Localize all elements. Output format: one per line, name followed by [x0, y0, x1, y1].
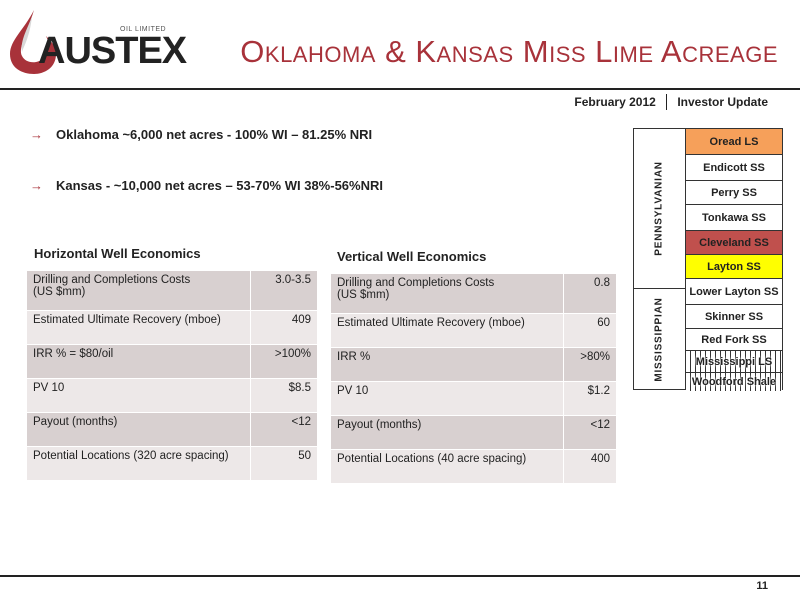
table-cell-label: IRR % = $80/oil — [26, 344, 251, 379]
oil-drop-logo-icon — [10, 10, 56, 74]
arrow-right-icon: → — [30, 127, 43, 142]
strat-layer: Perry SS — [686, 181, 782, 205]
footer-rule — [0, 575, 800, 577]
strat-layer: Tonkawa SS — [686, 205, 782, 231]
table-cell-value: 0.8 — [563, 273, 617, 314]
strat-layer: Cleveland SS — [686, 231, 782, 255]
bullet-text: Kansas - ~10,000 net acres – 53-70% WI 3… — [56, 178, 383, 193]
strat-layer: Layton SS — [686, 255, 782, 279]
bullet-text: Oklahoma ~6,000 net acres - 100% WI – 81… — [56, 127, 373, 142]
table-cell-label: Drilling and Completions Costs (US $mm) — [330, 273, 564, 314]
table-row: Drilling and Completions Costs (US $mm) 0… — [330, 273, 617, 314]
strat-layer: Woodford Shale — [686, 373, 782, 391]
table-cell-label: Estimated Ultimate Recovery (mboe) — [26, 310, 251, 345]
page-number: 11 — [756, 580, 768, 592]
strat-layer: Red Fork SS — [686, 329, 782, 351]
stratigraphic-column: PENNSYLVANIAN MISSISSIPPIAN Oread LS Endi… — [633, 128, 783, 391]
header-rule — [0, 88, 800, 90]
austex-logo: OIL LIMITED AUSTEX — [4, 6, 194, 76]
vertical-economics-table: Drilling and Completions Costs (US $mm) 0… — [330, 273, 617, 484]
table-row: Potential Locations (320 acre spacing) 5… — [26, 446, 318, 481]
table-cell-value: $1.2 — [563, 381, 617, 416]
strat-layer: Skinner SS — [686, 305, 782, 329]
bullet-oklahoma: → Oklahoma ~6,000 net acres - 100% WI – … — [30, 127, 372, 142]
horizontal-economics-table: Drilling and Completions Costs (US $mm) 3… — [26, 270, 318, 481]
table-row: PV 10 $8.5 — [26, 378, 318, 413]
table-row: IRR % = $80/oil >100% — [26, 344, 318, 379]
table-cell-value: 3.0-3.5 — [250, 270, 318, 311]
strat-layer: Endicott SS — [686, 155, 782, 181]
arrow-right-icon: → — [30, 178, 43, 193]
page-title: Oklahoma & Kansas Miss Lime Acreage — [240, 34, 778, 69]
table-row: Payout (months) <12 — [330, 415, 617, 450]
vertical-table-title: Vertical Well Economics — [337, 249, 487, 264]
table-cell-label: Potential Locations (320 acre spacing) — [26, 446, 251, 481]
table-cell-label: Potential Locations (40 acre spacing) — [330, 449, 564, 484]
table-cell-label: Estimated Ultimate Recovery (mboe) — [330, 313, 564, 348]
table-cell-value: 409 — [250, 310, 318, 345]
table-cell-value: 60 — [563, 313, 617, 348]
era-pennsylvanian: PENNSYLVANIAN — [634, 129, 686, 289]
table-row: Estimated Ultimate Recovery (mboe) 60 — [330, 313, 617, 348]
table-row: Payout (months) <12 — [26, 412, 318, 447]
logo-tagline: OIL LIMITED — [120, 26, 167, 33]
table-cell-label: PV 10 — [26, 378, 251, 413]
table-cell-label: Drilling and Completions Costs (US $mm) — [26, 270, 251, 311]
table-cell-label: PV 10 — [330, 381, 564, 416]
table-cell-value: <12 — [563, 415, 617, 450]
table-row: Drilling and Completions Costs (US $mm) 3… — [26, 270, 318, 311]
strat-layer: Mississippi LS — [686, 351, 782, 373]
table-cell-label: Payout (months) — [330, 415, 564, 450]
table-cell-label: IRR % — [330, 347, 564, 382]
subheader: February 2012 Investor Update — [574, 94, 768, 110]
logo-wordmark: AUSTEX — [38, 30, 187, 72]
table-cell-value: >100% — [250, 344, 318, 379]
table-cell-label: Payout (months) — [26, 412, 251, 447]
table-row: Estimated Ultimate Recovery (mboe) 409 — [26, 310, 318, 345]
subheader-separator — [665, 94, 668, 110]
table-row: PV 10 $1.2 — [330, 381, 617, 416]
table-cell-value: <12 — [250, 412, 318, 447]
era-mississippian: MISSISSIPPIAN — [634, 289, 686, 389]
subheader-label: Investor Update — [677, 95, 768, 109]
subheader-date: February 2012 — [574, 95, 656, 109]
horizontal-table-title: Horizontal Well Economics — [34, 246, 201, 261]
table-cell-value: 50 — [250, 446, 318, 481]
table-row: IRR % >80% — [330, 347, 617, 382]
strat-layer: Oread LS — [686, 129, 782, 155]
table-cell-value: $8.5 — [250, 378, 318, 413]
bullet-kansas: → Kansas - ~10,000 net acres – 53-70% WI… — [30, 178, 383, 193]
strat-layer: Lower Layton SS — [686, 279, 782, 305]
table-cell-value: >80% — [563, 347, 617, 382]
table-row: Potential Locations (40 acre spacing) 40… — [330, 449, 617, 484]
table-cell-value: 400 — [563, 449, 617, 484]
